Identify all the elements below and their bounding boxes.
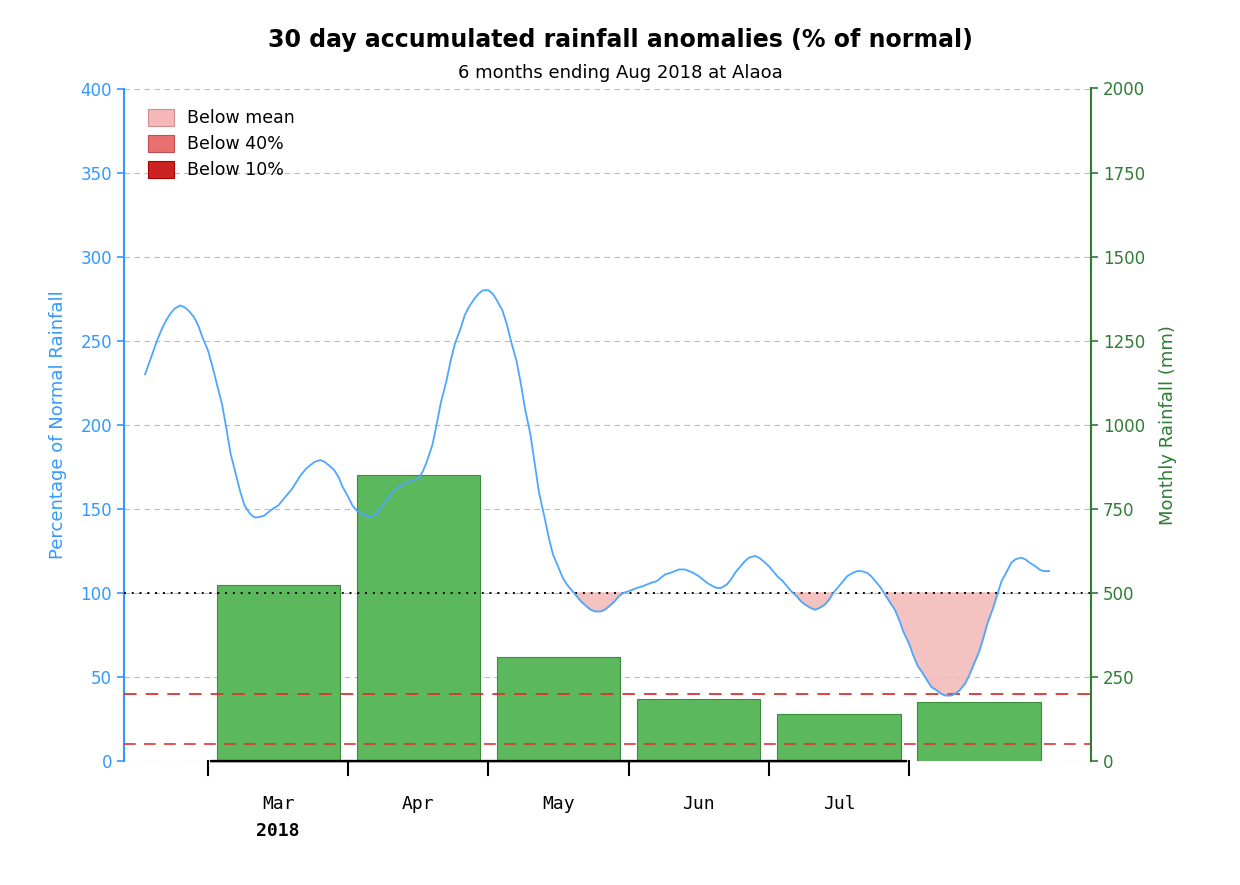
Legend: Below mean, Below 40%, Below 10%: Below mean, Below 40%, Below 10% — [143, 104, 300, 185]
Text: 2018: 2018 — [257, 821, 300, 840]
Bar — [357, 475, 480, 761]
Text: 30 day accumulated rainfall anomalies (% of normal): 30 day accumulated rainfall anomalies (%… — [268, 28, 972, 52]
Y-axis label: Monthly Rainfall (mm): Monthly Rainfall (mm) — [1159, 325, 1177, 525]
Text: Jun: Jun — [682, 795, 715, 812]
Text: 6 months ending Aug 2018 at Alaoa: 6 months ending Aug 2018 at Alaoa — [458, 64, 782, 81]
Text: May: May — [542, 795, 575, 812]
Bar — [217, 585, 340, 761]
Text: Jul: Jul — [822, 795, 856, 812]
Bar — [637, 699, 760, 761]
Bar — [497, 657, 620, 761]
Text: Mar: Mar — [262, 795, 295, 812]
Bar — [777, 714, 900, 761]
Y-axis label: Percentage of Normal Rainfall: Percentage of Normal Rainfall — [48, 290, 67, 559]
Text: Apr: Apr — [402, 795, 435, 812]
Bar — [918, 703, 1040, 761]
